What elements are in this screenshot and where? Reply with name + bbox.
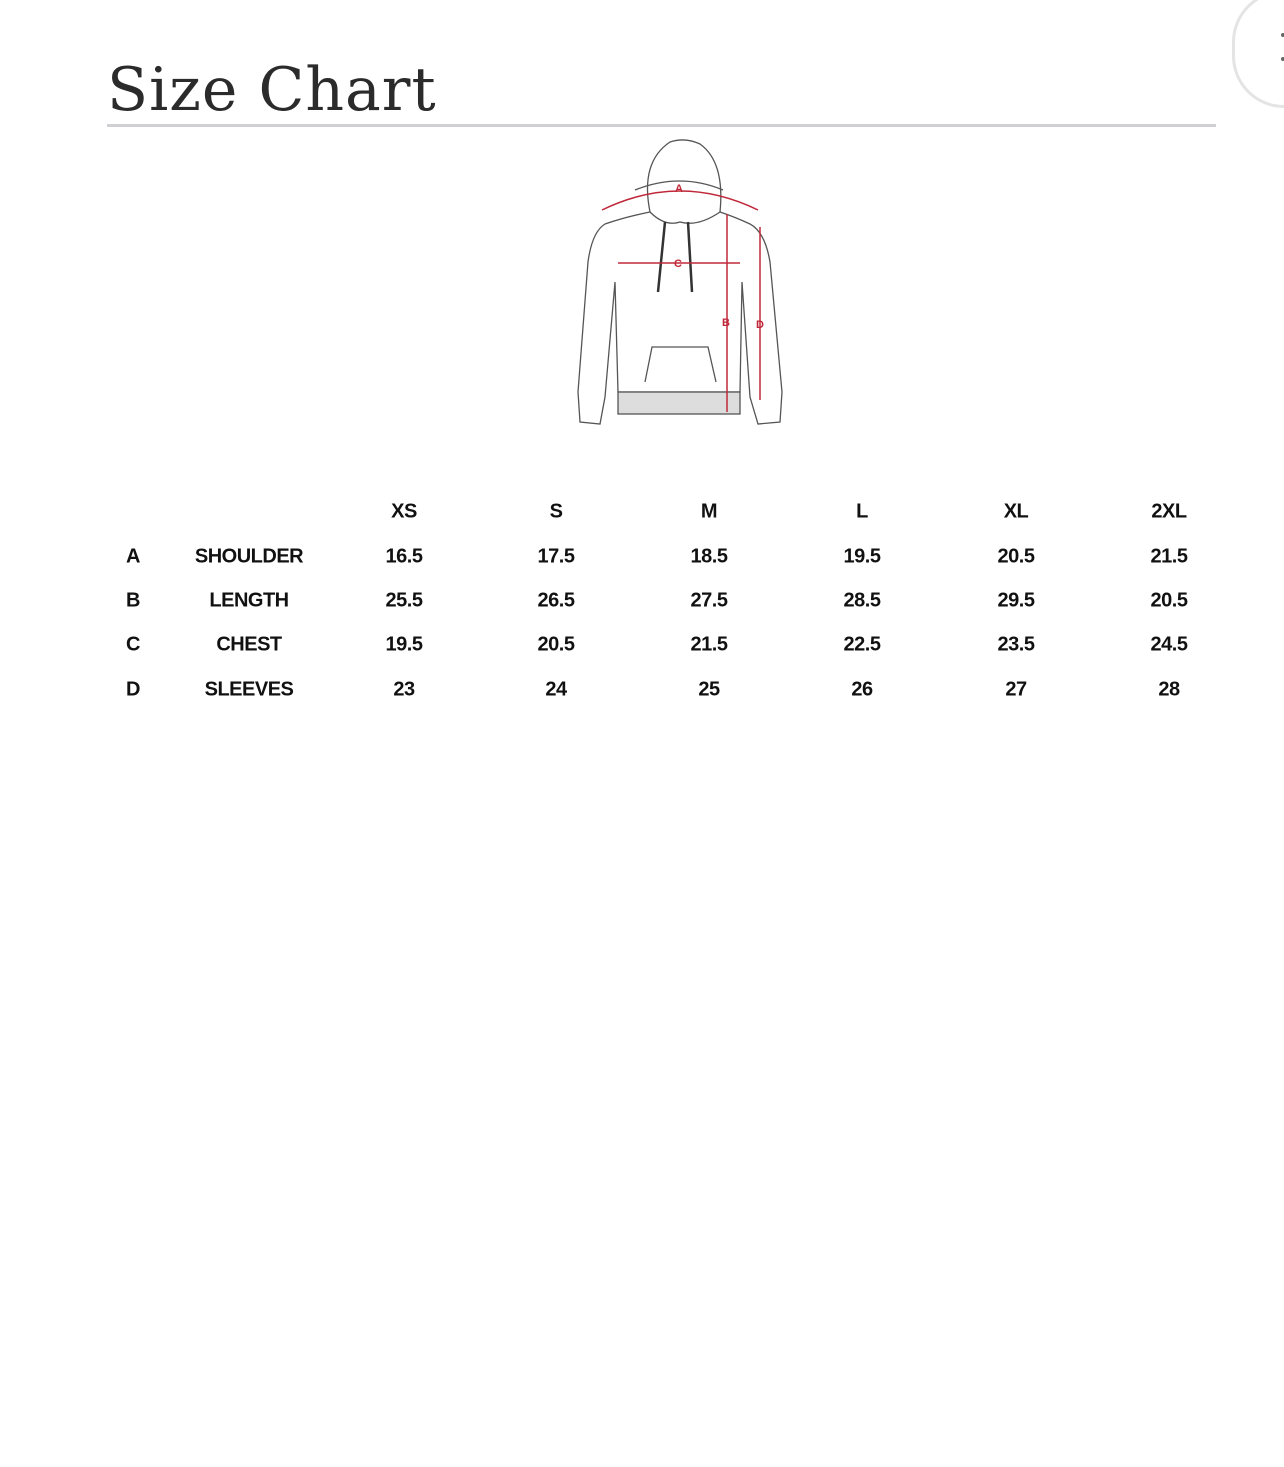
column-header: S [549,500,563,523]
column-header: XS [391,500,417,523]
table-cell: 25 [698,678,720,701]
row-key: A [126,545,140,568]
table-cell: 28.5 [843,589,881,612]
table-cell: 23.5 [997,633,1035,656]
table-cell: 26 [851,678,873,701]
row-label: LENGTH [209,589,289,612]
close-button[interactable] [1232,0,1284,108]
table-cell: 21.5 [690,633,728,656]
row-label: SHOULDER [194,545,304,568]
table-cell: 20.5 [997,545,1035,568]
table-cell: 24 [545,678,567,701]
row-key: B [126,589,140,612]
row-key: D [126,678,140,701]
column-header: XL [1003,500,1029,523]
table-cell: 24.5 [1150,633,1188,656]
page-title: Size Chart [107,55,437,125]
table-cell: 19.5 [843,545,881,568]
row-key: C [126,633,140,656]
table-cell: 20.5 [1150,589,1188,612]
title-divider [107,124,1216,127]
table-cell: 16.5 [385,545,423,568]
diagram-label-b: B [722,317,730,329]
table-cell: 22.5 [843,633,881,656]
table-cell: 18.5 [690,545,728,568]
table-cell: 19.5 [385,633,423,656]
column-header: 2XL [1151,500,1187,523]
table-cell: 27 [1005,678,1027,701]
close-icon [1281,33,1284,37]
table-cell: 20.5 [537,633,575,656]
table-cell: 17.5 [537,545,575,568]
row-label: SLEEVES [204,678,294,701]
table-cell: 29.5 [997,589,1035,612]
diagram-label-d: D [756,319,764,331]
table-cell: 26.5 [537,589,575,612]
table-cell: 28 [1158,678,1180,701]
row-label: CHEST [216,633,282,656]
table-cell: 23 [393,678,415,701]
diagram-label-c: C [674,258,682,270]
column-header: M [700,500,718,523]
close-icon-dot [1281,57,1284,61]
table-cell: 27.5 [690,589,728,612]
hoodie-diagram: A B C D [577,139,783,425]
table-cell: 25.5 [385,589,423,612]
table-cell: 21.5 [1150,545,1188,568]
column-header: L [856,500,868,523]
diagram-label-a: A [675,183,683,195]
